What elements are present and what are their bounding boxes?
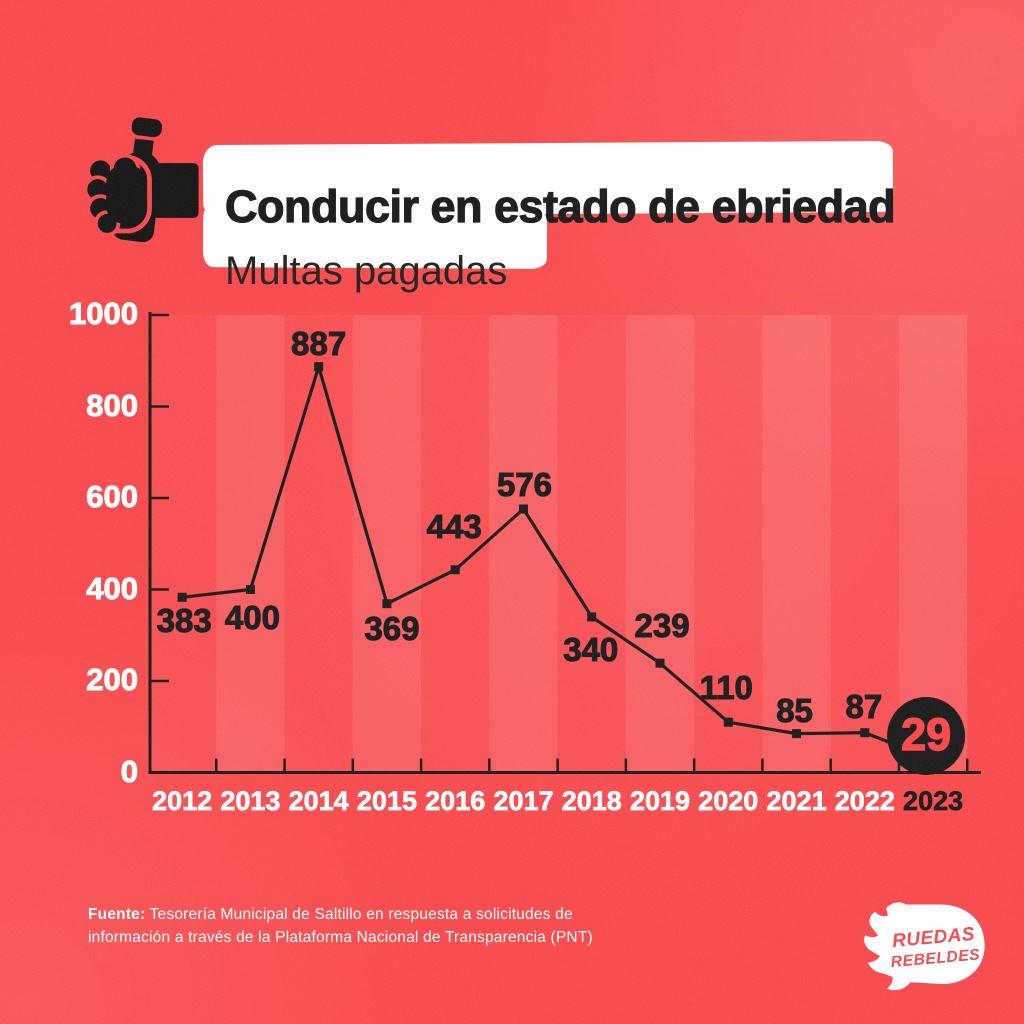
data-point-2021: [792, 729, 802, 739]
plot-stripe-2015: [352, 315, 422, 773]
data-point-2014: [314, 362, 324, 372]
data-point-2016: [450, 565, 460, 575]
source-line-2: información a través de la Plataforma Na…: [88, 929, 593, 947]
source-label: Fuente:: [88, 906, 146, 923]
plot-stripe-2017: [489, 315, 558, 773]
data-point-2015: [382, 599, 392, 609]
source-text: Fuente: Tesorería Municipal de Saltillo …: [88, 903, 728, 950]
data-point-2019: [655, 658, 665, 668]
data-point-2013: [245, 585, 255, 594]
plot-stripe-2019: [625, 315, 695, 773]
source-line-1: Fuente: Tesorería Municipal de Saltillo …: [88, 906, 573, 923]
plot-stripe-2013: [216, 315, 285, 773]
data-point-2017: [518, 504, 528, 514]
data-point-2018: [587, 612, 597, 622]
data-point-2012: [177, 592, 187, 602]
plot-stripe-2021: [762, 315, 831, 773]
data-point-2020: [723, 717, 733, 727]
data-point-2022: [860, 728, 870, 738]
highlight-badge-2023: [887, 697, 966, 775]
ruedas-rebeldes-logo: RUEDAS REBELDES: [860, 900, 990, 994]
logo-flame-graphic: RUEDAS REBELDES: [864, 902, 985, 991]
